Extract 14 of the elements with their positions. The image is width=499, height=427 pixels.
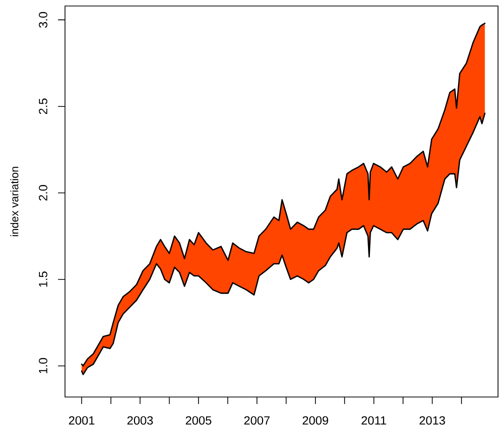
x-tick-label: 2005 — [186, 416, 212, 425]
y-tick-label: 3.0 — [38, 12, 48, 28]
y-tick-label: 2.0 — [38, 185, 48, 201]
x-tick-label: 2009 — [302, 416, 328, 425]
x-tick-label: 2013 — [420, 416, 446, 425]
y-tick-label: 1.5 — [38, 272, 48, 287]
x-tick-label: 2007 — [244, 416, 270, 425]
x-tick-label: 2011 — [362, 416, 386, 425]
y-tick-label: 1.0 — [38, 358, 48, 374]
x-tick-label: 2001 — [68, 416, 94, 425]
y-axis-title: index variation — [10, 166, 18, 236]
x-tick-label: 2003 — [127, 416, 153, 425]
line-series — [81, 112, 486, 376]
y-tick-label: 2.5 — [38, 98, 48, 114]
